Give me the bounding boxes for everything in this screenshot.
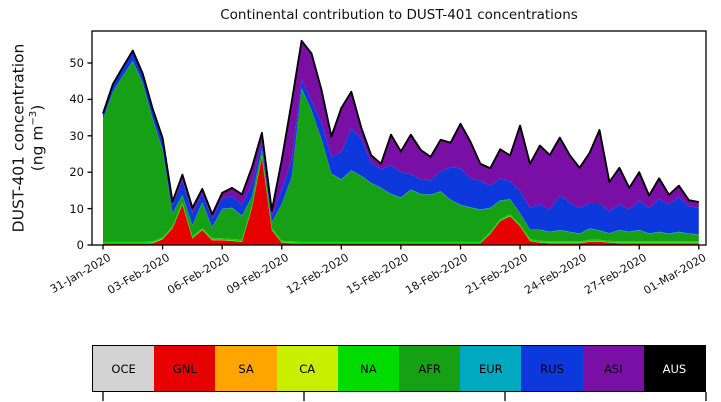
legend-label: NA bbox=[360, 361, 377, 376]
axes-frame bbox=[91, 30, 707, 246]
continent-legend: OCE GNL SA CA NA AFR EUR RUS ASI AUS bbox=[92, 345, 706, 392]
legend-item-GNL: GNL bbox=[154, 346, 216, 391]
legend-item-CA: CA bbox=[276, 346, 338, 391]
legend-item-AFR: AFR bbox=[399, 346, 461, 391]
legend-label: AUS bbox=[662, 361, 687, 376]
y-tick-label: 40 bbox=[69, 92, 84, 107]
y-tick-label: 10 bbox=[69, 201, 84, 216]
legend-label: CA bbox=[299, 361, 316, 376]
area-RUS bbox=[103, 51, 699, 235]
area-AFR bbox=[103, 61, 699, 242]
chart-title: Continental contribution to DUST-401 con… bbox=[220, 7, 578, 23]
legend-item-AUS: AUS bbox=[643, 346, 706, 391]
y-tick-label: 50 bbox=[69, 56, 84, 70]
y-tick-label: 20 bbox=[69, 165, 84, 180]
area-GNL bbox=[103, 157, 699, 245]
legend-item-RUS: RUS bbox=[521, 346, 583, 391]
y-tick-label: 30 bbox=[69, 128, 84, 143]
legend-item-EUR: EUR bbox=[460, 346, 522, 391]
legend-label: OCE bbox=[111, 361, 136, 376]
legend-label: RUS bbox=[540, 361, 564, 376]
legend-item-ASI: ASI bbox=[582, 346, 644, 391]
legend-item-OCE: OCE bbox=[93, 346, 155, 391]
legend-item-NA: NA bbox=[337, 346, 400, 391]
area-ASI bbox=[103, 41, 699, 219]
legend-item-SA: SA bbox=[215, 346, 277, 391]
legend-label: ASI bbox=[603, 361, 623, 376]
total-outline bbox=[102, 39, 699, 216]
legend-label: SA bbox=[238, 361, 254, 376]
legend-label: GNL bbox=[172, 361, 197, 376]
y-tick-label: 0 bbox=[76, 238, 84, 252]
legend-label: AFR bbox=[418, 361, 441, 376]
legend-label: EUR bbox=[478, 361, 503, 376]
